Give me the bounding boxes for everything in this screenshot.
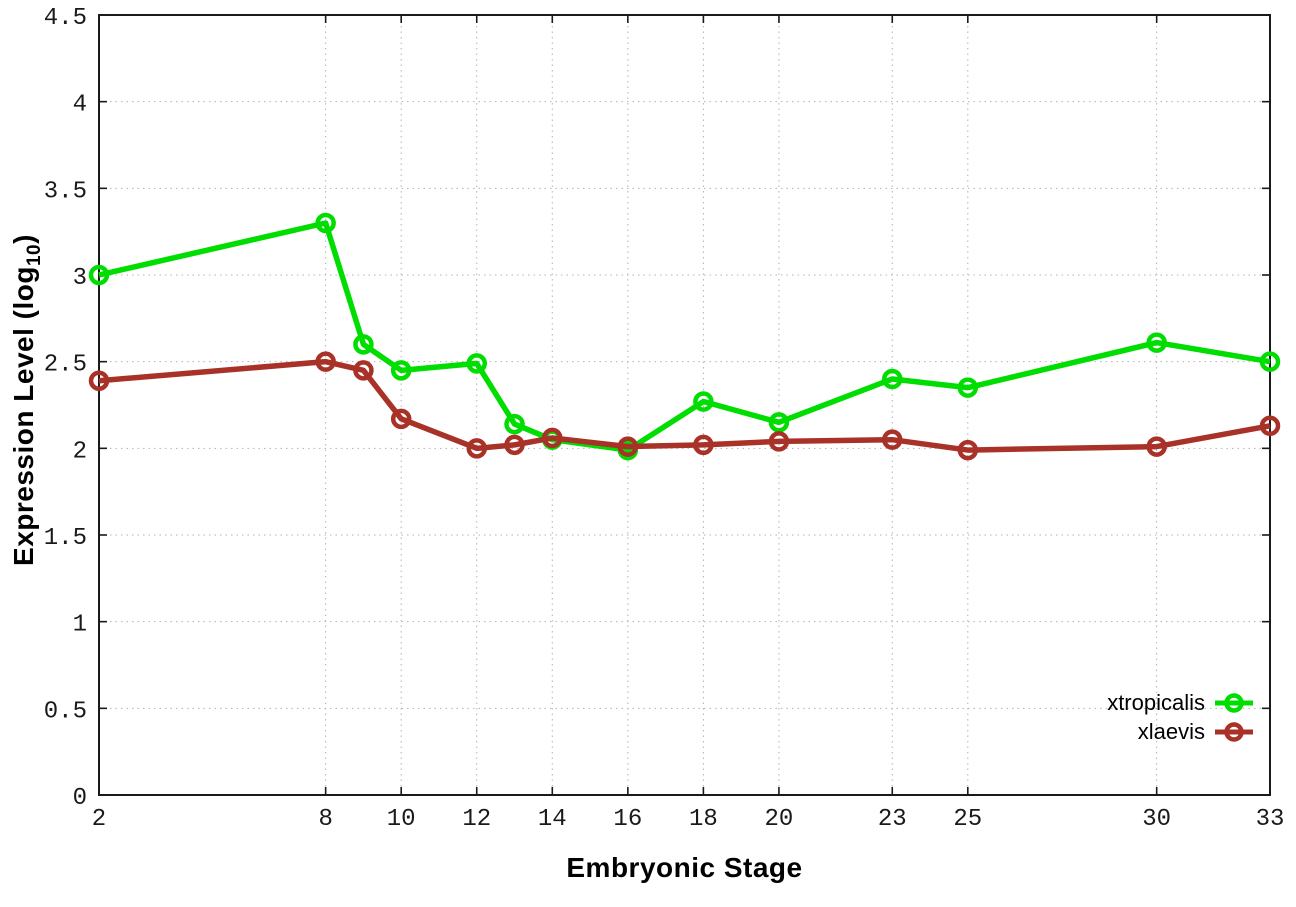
series-line-xlaevis: [98, 358, 1271, 453]
data-point-xlaevis: [1146, 436, 1167, 457]
y-axis-title-text: Expression Level (log: [8, 266, 40, 566]
x-tick-label: 8: [318, 806, 332, 833]
data-point-xtropicalis: [1146, 332, 1167, 353]
y-tick-label: 3: [73, 265, 87, 292]
y-tick-label: 4.5: [44, 5, 87, 32]
y-axis-title-suffix: ): [8, 234, 40, 244]
data-point-xlaevis: [353, 360, 374, 381]
data-point-xlaevis: [504, 434, 525, 456]
y-tick-label: 1.5: [44, 525, 87, 552]
x-tick-label: 25: [953, 806, 982, 833]
y-axis-title: Expression Level (log10): [8, 234, 46, 566]
plot-border: [98, 14, 1271, 796]
data-point-xlaevis: [768, 431, 790, 452]
legend-label-xtropicalis: xtropicalis: [1107, 690, 1205, 715]
data-point-xlaevis: [617, 436, 639, 457]
data-point-xtropicalis: [693, 391, 714, 412]
y-tick-label: 2.5: [44, 352, 87, 379]
data-point-xtropicalis: [315, 212, 336, 234]
y-tick-label: 0.5: [44, 698, 87, 725]
y-tick-label: 0: [73, 785, 87, 812]
y-axis-title-subscript: 10: [23, 243, 45, 267]
data-point-xlaevis: [1259, 415, 1281, 437]
y-tick-label: 4: [73, 92, 87, 119]
x-tick-label: 23: [878, 806, 907, 833]
legend-item-xtropicalis: xtropicalis: [1107, 689, 1254, 717]
x-tick-label: 18: [689, 806, 718, 833]
x-tick-label: 30: [1142, 806, 1171, 833]
data-point-xtropicalis: [390, 360, 412, 381]
data-point-xlaevis: [315, 351, 336, 372]
data-point-xtropicalis: [882, 368, 903, 390]
data-point-xtropicalis: [353, 334, 374, 355]
legend: xtropicalis xlaevis: [1107, 689, 1254, 746]
data-point-xtropicalis: [88, 264, 110, 286]
x-tick-label: 16: [613, 806, 642, 833]
data-point-xlaevis: [88, 370, 110, 391]
legend-item-xlaevis: xlaevis: [1107, 718, 1254, 746]
y-tick-label: 2: [73, 438, 87, 465]
data-point-xtropicalis: [466, 353, 487, 374]
y-tick-label: 1: [73, 612, 87, 639]
data-point-xlaevis: [390, 408, 412, 430]
data-point-xlaevis: [466, 438, 487, 459]
data-point-xtropicalis: [1259, 351, 1281, 372]
series-line-xtropicalis: [98, 220, 1271, 453]
x-tick-label: 20: [765, 806, 794, 833]
x-tick-label: 33: [1256, 806, 1285, 833]
x-tick-label: 10: [387, 806, 416, 833]
legend-marker-xtropicalis-icon: [1215, 693, 1253, 713]
x-axis-title: Embryonic Stage: [566, 852, 803, 883]
data-point-xlaevis: [693, 434, 714, 456]
legend-marker-xlaevis-icon: [1215, 722, 1253, 742]
data-point-xlaevis: [957, 439, 979, 461]
data-point-xlaevis: [542, 427, 563, 449]
legend-label-xlaevis: xlaevis: [1137, 719, 1205, 744]
data-point-xtropicalis: [768, 412, 790, 433]
x-tick-label: 2: [92, 806, 106, 833]
data-point-xlaevis: [882, 429, 903, 450]
x-tick-label: 14: [538, 806, 567, 833]
x-tick-label: 12: [462, 806, 491, 833]
data-point-xtropicalis: [957, 377, 979, 398]
y-tick-label: 3.5: [44, 178, 87, 205]
data-point-xtropicalis: [504, 413, 525, 435]
